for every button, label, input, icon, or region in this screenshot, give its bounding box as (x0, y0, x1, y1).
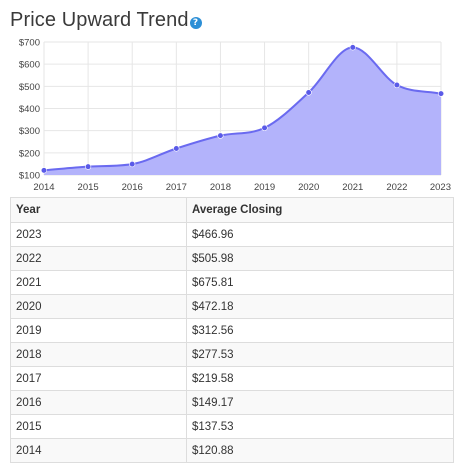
year-column-header: Year (10, 197, 187, 223)
average-closing-cell: $472.18 (186, 294, 454, 319)
data-point (305, 89, 312, 96)
table-row: 2015 $137.53 (10, 414, 454, 439)
y-tick-label: $400 (19, 104, 40, 115)
x-tick-label: 2021 (342, 182, 363, 193)
average-closing-cell: $466.96 (186, 222, 454, 247)
table-header-row: Year Average Closing (10, 197, 454, 223)
average-closing-cell: $277.53 (186, 342, 454, 367)
x-tick-label: 2015 (78, 182, 99, 193)
average-closing-cell: $120.88 (186, 438, 454, 463)
year-cell: 2015 (10, 414, 187, 439)
title-row: Price Upward Trend ? (10, 6, 202, 34)
x-tick-label: 2022 (386, 182, 407, 193)
average-closing-cell: $675.81 (186, 270, 454, 295)
table-row: 2021 $675.81 (10, 270, 454, 295)
average-closing-cell: $219.58 (186, 366, 454, 391)
year-cell: 2021 (10, 270, 187, 295)
year-cell: 2022 (10, 246, 187, 271)
year-cell: 2023 (10, 222, 187, 247)
x-tick-label: 2017 (166, 182, 187, 193)
average-closing-cell: $137.53 (186, 414, 454, 439)
average-closing-column-header: Average Closing (186, 197, 454, 223)
data-point (85, 163, 92, 170)
price-table: Year Average Closing 2023 $466.96 2022 $… (10, 197, 454, 463)
data-point (129, 161, 136, 168)
year-cell: 2016 (10, 390, 187, 415)
price-trend-chart: $100 $200 $300 $400 $500 $600 $700 2014 2015 2016… (19, 38, 451, 194)
data-point (40, 167, 48, 174)
average-closing-cell: $505.98 (186, 246, 454, 271)
y-tick-label: $100 (19, 171, 40, 182)
y-tick-label: $300 (19, 126, 40, 137)
data-point (261, 124, 268, 131)
table-row: 2017 $219.58 (10, 366, 454, 391)
average-closing-cell: $149.17 (186, 390, 454, 415)
y-tick-label: $500 (19, 82, 40, 93)
x-tick-label: 2016 (122, 182, 143, 193)
table-row: 2019 $312.56 (10, 318, 454, 343)
question-icon[interactable]: ? (189, 17, 202, 29)
y-tick-label: $700 (19, 38, 40, 49)
year-cell: 2014 (10, 438, 187, 463)
data-point (173, 145, 180, 152)
x-tick-label: 2019 (254, 182, 275, 193)
x-tick-label: 2018 (210, 182, 231, 193)
table-row: 2014 $120.88 (10, 438, 454, 463)
average-closing-cell: $312.56 (186, 318, 454, 343)
data-point (349, 44, 356, 51)
series-line (43, 46, 442, 172)
data-point (217, 132, 224, 139)
x-tick-label: 2014 (33, 182, 54, 193)
table-row: 2016 $149.17 (10, 390, 454, 415)
x-tick-label: 2023 (430, 182, 451, 193)
data-point (393, 81, 400, 89)
table-row: 2023 $466.96 (10, 222, 454, 247)
y-tick-label: $600 (19, 60, 40, 71)
table-row: 2022 $505.98 (10, 246, 454, 271)
year-cell: 2020 (10, 294, 187, 319)
x-tick-label: 2020 (298, 182, 319, 193)
year-cell: 2017 (10, 366, 187, 391)
y-tick-label: $200 (19, 148, 40, 159)
series-area (44, 47, 441, 175)
page-title: Price Upward Trend (10, 8, 189, 31)
data-point (437, 90, 445, 97)
year-cell: 2019 (10, 318, 187, 343)
year-cell: 2018 (10, 342, 187, 367)
table-row: 2020 $472.18 (10, 294, 454, 319)
table-row: 2018 $277.53 (10, 342, 454, 367)
